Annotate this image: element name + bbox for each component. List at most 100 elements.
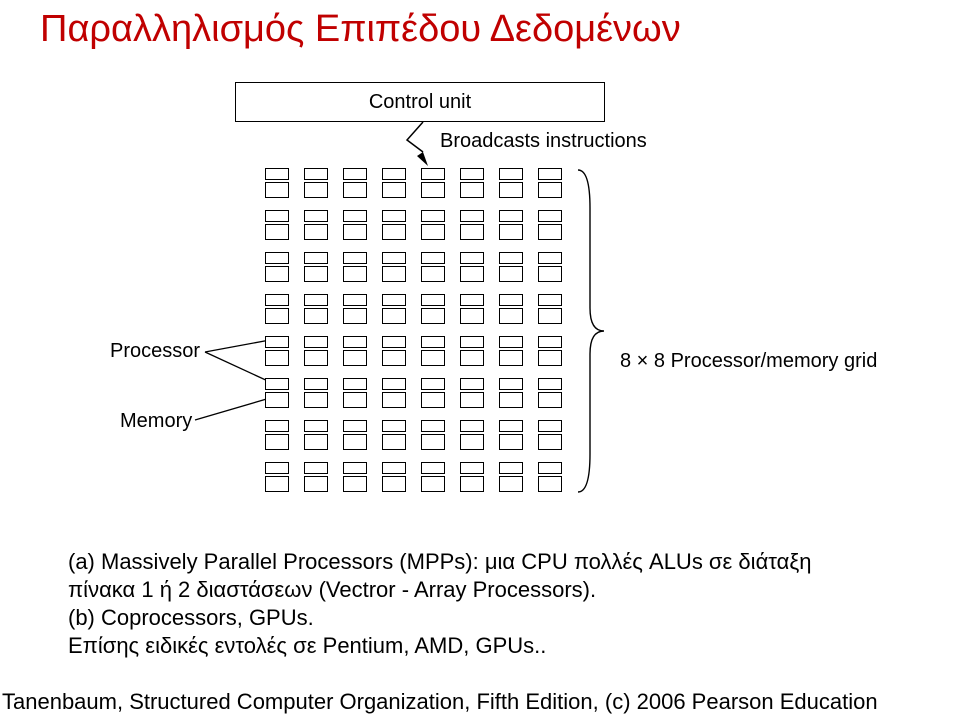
processor-icon <box>304 294 328 306</box>
memory-icon <box>460 392 484 408</box>
processor-icon <box>343 252 367 264</box>
memory-icon <box>460 350 484 366</box>
memory-icon <box>304 266 328 282</box>
processor-icon <box>538 336 562 348</box>
processor-memory-cell <box>421 294 445 324</box>
processor-icon <box>421 336 445 348</box>
processor-icon <box>265 336 289 348</box>
memory-icon <box>421 224 445 240</box>
grid-size-label: 8 × 8 Processor/memory grid <box>620 350 877 373</box>
processor-memory-cell <box>460 420 484 450</box>
memory-icon <box>265 308 289 324</box>
processor-memory-cell <box>382 294 406 324</box>
memory-icon <box>343 224 367 240</box>
processor-icon <box>460 420 484 432</box>
processor-memory-cell <box>499 336 523 366</box>
memory-icon <box>499 224 523 240</box>
memory-icon <box>421 434 445 450</box>
memory-icon <box>499 392 523 408</box>
processor-memory-cell <box>421 252 445 282</box>
processor-memory-cell <box>304 294 328 324</box>
processor-memory-cell <box>499 210 523 240</box>
processor-icon <box>382 462 406 474</box>
processor-memory-cell <box>538 462 562 492</box>
processor-memory-cell <box>538 252 562 282</box>
processor-icon <box>499 168 523 180</box>
memory-icon <box>460 224 484 240</box>
processor-icon <box>421 462 445 474</box>
memory-icon <box>343 308 367 324</box>
memory-icon <box>460 476 484 492</box>
processor-label: Processor <box>110 340 200 363</box>
processor-memory-cell <box>538 210 562 240</box>
memory-icon <box>343 476 367 492</box>
processor-memory-cell <box>304 420 328 450</box>
processor-icon <box>421 210 445 222</box>
slide-title: Παραλληλισμός Επιπέδου Δεδομένων <box>40 8 681 51</box>
processor-memory-cell <box>499 462 523 492</box>
grid-row <box>265 420 562 450</box>
caption-line-3: (b) Coprocessors, GPUs. <box>68 604 908 632</box>
control-unit-label: Control unit <box>369 91 471 114</box>
processor-icon <box>460 294 484 306</box>
grid-row <box>265 336 562 366</box>
processor-icon <box>343 168 367 180</box>
processor-icon <box>343 462 367 474</box>
grid-row <box>265 378 562 408</box>
processor-memory-cell <box>304 168 328 198</box>
memory-label: Memory <box>120 410 192 433</box>
processor-memory-cell <box>343 336 367 366</box>
processor-memory-cell <box>343 294 367 324</box>
memory-icon <box>499 182 523 198</box>
processor-icon <box>304 420 328 432</box>
memory-icon <box>265 476 289 492</box>
processor-memory-cell <box>460 168 484 198</box>
processor-icon <box>460 462 484 474</box>
memory-icon <box>343 266 367 282</box>
memory-icon <box>538 266 562 282</box>
processor-memory-cell <box>499 252 523 282</box>
memory-icon <box>304 182 328 198</box>
memory-icon <box>460 182 484 198</box>
processor-memory-cell <box>499 378 523 408</box>
processor-icon <box>265 210 289 222</box>
memory-icon <box>499 350 523 366</box>
processor-icon <box>538 252 562 264</box>
processor-icon <box>382 420 406 432</box>
memory-icon <box>304 476 328 492</box>
processor-memory-cell <box>343 252 367 282</box>
memory-icon <box>421 182 445 198</box>
processor-memory-cell <box>421 420 445 450</box>
memory-icon <box>382 392 406 408</box>
grid-bracket-icon <box>576 168 606 494</box>
memory-icon <box>382 182 406 198</box>
processor-icon <box>499 252 523 264</box>
processor-memory-cell <box>343 420 367 450</box>
memory-icon <box>421 350 445 366</box>
processor-icon <box>304 168 328 180</box>
processor-icon <box>304 252 328 264</box>
processor-memory-cell <box>538 336 562 366</box>
memory-icon <box>538 350 562 366</box>
processor-icon <box>460 210 484 222</box>
processor-icon <box>343 294 367 306</box>
processor-memory-cell <box>382 252 406 282</box>
memory-icon <box>538 308 562 324</box>
memory-icon <box>499 266 523 282</box>
memory-icon <box>343 392 367 408</box>
processor-memory-cell <box>265 336 289 366</box>
processor-icon <box>460 168 484 180</box>
processor-icon <box>265 168 289 180</box>
processor-icon <box>499 462 523 474</box>
processor-memory-cell <box>265 378 289 408</box>
processor-memory-cell <box>304 336 328 366</box>
memory-icon <box>265 350 289 366</box>
memory-icon <box>382 476 406 492</box>
processor-memory-cell <box>304 462 328 492</box>
processor-icon <box>265 294 289 306</box>
memory-icon <box>460 266 484 282</box>
memory-icon <box>265 182 289 198</box>
memory-icon <box>460 308 484 324</box>
processor-icon <box>538 462 562 474</box>
memory-icon <box>265 224 289 240</box>
